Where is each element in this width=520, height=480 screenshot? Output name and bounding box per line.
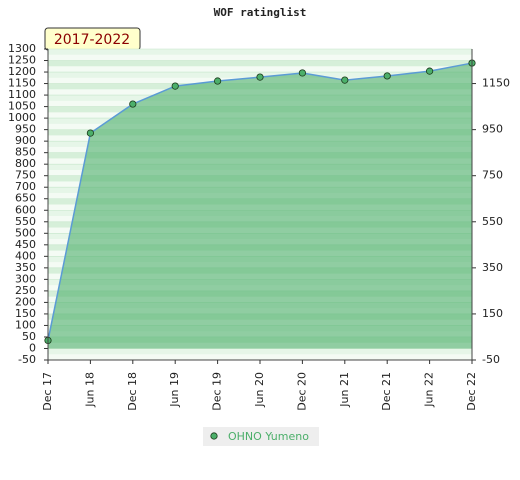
- x-tick-label: Dec 21: [380, 372, 393, 411]
- y-tick-label: 700: [15, 180, 36, 193]
- x-tick-label: Jun 18: [83, 372, 96, 408]
- y-tick-label: 450: [15, 238, 36, 251]
- y2-tick-label: -50: [482, 353, 500, 366]
- x-tick-label: Dec 22: [465, 372, 478, 411]
- y-tick-label: 750: [15, 169, 36, 182]
- y2-tick-label: 1150: [482, 77, 510, 90]
- y-tick-label: 1100: [8, 88, 36, 101]
- marker: [383, 72, 391, 80]
- legend-label: OHNO Yumeno: [228, 430, 309, 443]
- y-tick-label: 800: [15, 157, 36, 170]
- x-tick-label: Dec 17: [41, 372, 54, 411]
- y-tick-label: 50: [22, 330, 36, 343]
- legend-marker: [210, 432, 218, 440]
- x-tick-label: Dec 19: [211, 372, 224, 411]
- y2-tick-label: 350: [482, 261, 503, 274]
- y-tick-label: 550: [15, 215, 36, 228]
- y-tick-label: 1300: [8, 42, 36, 55]
- y-tick-label: 650: [15, 192, 36, 205]
- y-tick-label: 1050: [8, 100, 36, 113]
- y2-tick-label: 550: [482, 215, 503, 228]
- y-tick-label: 500: [15, 226, 36, 239]
- y-tick-label: 250: [15, 284, 36, 297]
- marker: [256, 73, 264, 81]
- y-tick-label: 0: [29, 341, 36, 354]
- x-tick-label: Jun 19: [168, 372, 181, 408]
- y2-tick-label: 950: [482, 123, 503, 136]
- marker: [214, 77, 222, 85]
- legend-box: [203, 427, 319, 446]
- annotation: 2017-2022: [54, 32, 130, 48]
- stripe: [48, 49, 472, 55]
- y2-tick-label: 150: [482, 307, 503, 320]
- y-tick-label: 1000: [8, 111, 36, 124]
- y-tick-label: 150: [15, 307, 36, 320]
- y-tick-label: 1250: [8, 54, 36, 67]
- marker: [341, 76, 349, 84]
- marker: [86, 129, 95, 137]
- y-tick-label: 100: [15, 318, 36, 331]
- stripe: [48, 60, 472, 67]
- y-tick-label: 600: [15, 203, 36, 216]
- y-tick-label: 350: [15, 261, 36, 274]
- y-tick-label: 400: [15, 249, 36, 262]
- x-tick-label: Jun 20: [253, 372, 266, 408]
- marker: [129, 100, 137, 108]
- y-tick-label: 1200: [8, 65, 36, 78]
- y-tick-label: -50: [18, 353, 36, 366]
- y2-tick-label: 750: [482, 169, 503, 182]
- y-tick-label: 300: [15, 272, 36, 285]
- x-tick-label: Jun 22: [423, 372, 436, 408]
- marker: [425, 67, 434, 75]
- chart-title: WOF ratinglist: [214, 6, 307, 19]
- y-tick-label: 1150: [8, 77, 36, 90]
- marker: [171, 82, 179, 90]
- marker: [298, 69, 306, 77]
- stripe: [48, 348, 472, 355]
- y-tick-label: 950: [15, 123, 36, 136]
- x-tick-label: Dec 20: [295, 372, 308, 411]
- y-tick-label: 900: [15, 134, 36, 147]
- x-tick-label: Jun 21: [338, 372, 351, 408]
- area: [48, 63, 472, 349]
- x-tick-label: Dec 18: [126, 372, 139, 411]
- y-tick-label: 200: [15, 295, 36, 308]
- y-tick-label: 850: [15, 146, 36, 159]
